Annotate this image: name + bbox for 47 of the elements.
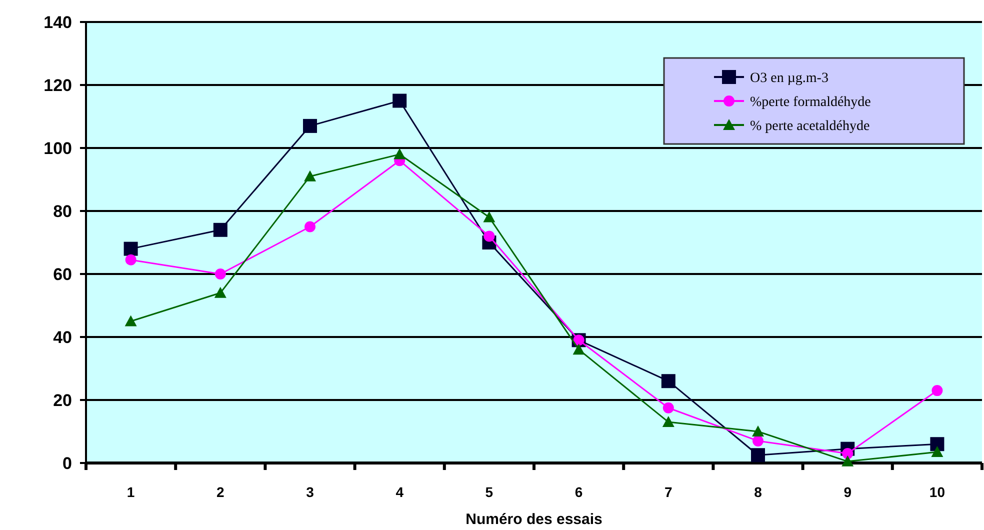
point — [662, 416, 674, 428]
x-tick-label: 2 — [216, 484, 224, 500]
x-tick-label: 6 — [574, 484, 583, 500]
y-tick-label: 80 — [53, 202, 72, 221]
y-tick-label: 40 — [53, 328, 72, 347]
point — [661, 374, 676, 388]
legend-label: % perte acetaldéhyde — [750, 118, 870, 134]
x-tick-label: 1 — [126, 484, 135, 500]
point — [124, 315, 137, 326]
point — [662, 402, 674, 414]
point — [124, 242, 138, 256]
point — [125, 254, 136, 266]
x-tick-label: 9 — [844, 484, 852, 500]
y-tick-label: 0 — [62, 454, 72, 473]
x-tick-label: 3 — [306, 484, 314, 500]
legend-label: %perte formaldéhyde — [750, 94, 871, 110]
point — [394, 148, 406, 160]
y-tick-label: 60 — [53, 264, 72, 284]
point — [842, 455, 854, 466]
y-tick-label: 120 — [44, 76, 72, 95]
point — [304, 221, 316, 232]
legend-label: O3 en µg.m-3 — [750, 70, 828, 86]
point — [214, 268, 226, 280]
point — [751, 448, 765, 462]
x-tick-label: 7 — [664, 484, 672, 500]
point — [214, 286, 226, 298]
point — [752, 435, 764, 446]
x-tick-label: 10 — [929, 484, 946, 500]
point — [932, 385, 943, 396]
point — [752, 426, 764, 436]
point — [572, 344, 585, 355]
point — [392, 94, 407, 108]
y-tick-label: 100 — [44, 138, 72, 158]
point — [213, 222, 228, 237]
point — [930, 437, 944, 452]
point — [484, 230, 495, 242]
x-axis-title: Numéro des essais — [466, 511, 602, 528]
point — [931, 446, 944, 457]
y-tick-label: 140 — [44, 12, 72, 32]
x-tick-label: 8 — [754, 484, 762, 500]
y-tick-label: 20 — [53, 390, 72, 410]
x-tick-label: 4 — [396, 484, 404, 500]
point — [303, 118, 317, 133]
point — [304, 170, 316, 182]
point — [842, 448, 854, 460]
x-tick-label: 5 — [485, 484, 494, 500]
point — [483, 211, 496, 222]
